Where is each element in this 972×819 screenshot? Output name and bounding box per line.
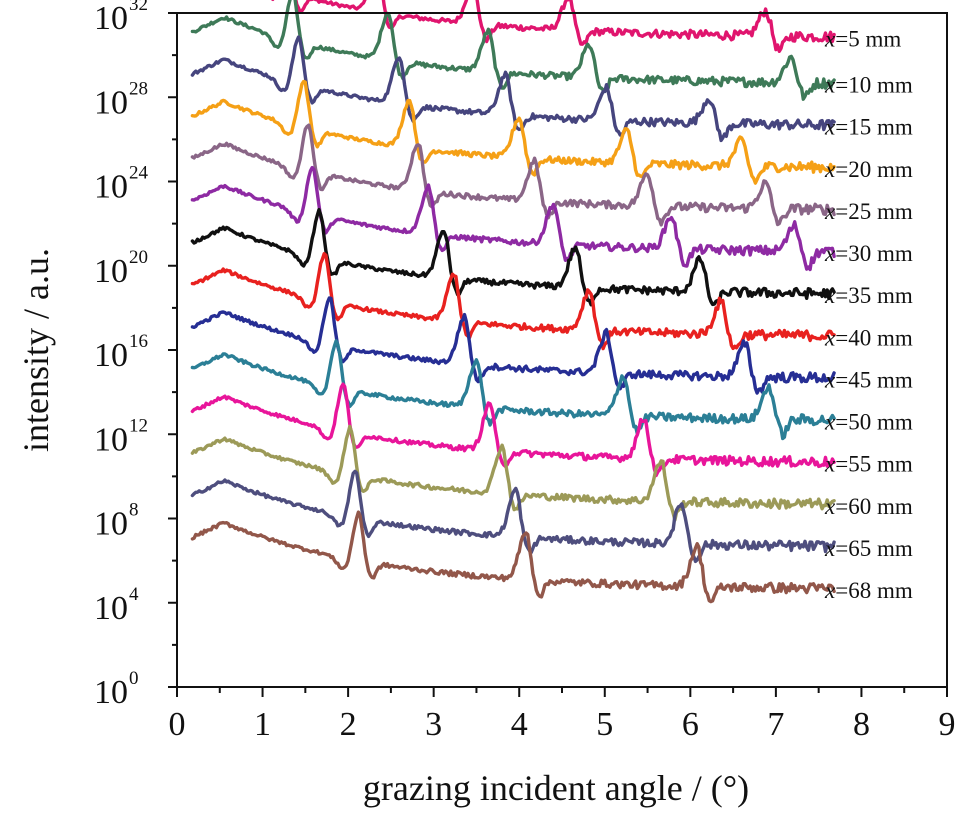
series-line — [190, 469, 836, 564]
curves — [190, 0, 836, 604]
series-line — [190, 339, 836, 441]
series-line — [190, 424, 836, 522]
y-tick-exponent: 8 — [129, 500, 139, 521]
y-tick-label: 10 — [94, 0, 128, 37]
series-label-value: =45 mm — [835, 367, 913, 392]
series-label-variable: x — [824, 494, 836, 519]
y-tick-exponent: 12 — [129, 415, 148, 436]
series-label-value: =50 mm — [835, 410, 913, 435]
series-label: x=40 mm — [824, 325, 913, 350]
series-line — [190, 79, 836, 185]
y-tick-label: 10 — [94, 84, 128, 121]
series-label-value: =68 mm — [835, 578, 913, 603]
series-line — [190, 252, 836, 351]
y-tick-exponent: 32 — [129, 0, 148, 15]
series-label-value: =5 mm — [835, 26, 901, 51]
series-label-variable: x — [824, 26, 836, 51]
series-line — [190, 296, 836, 395]
y-tick-exponent: 28 — [129, 78, 148, 99]
series-label: x=45 mm — [824, 367, 913, 392]
series-label-value: =10 mm — [835, 73, 913, 98]
series-label-variable: x — [824, 325, 836, 350]
series-label: x=10 mm — [824, 73, 913, 98]
series-label-value: =15 mm — [835, 115, 913, 140]
series-line — [190, 207, 836, 307]
series-label: x=65 mm — [824, 536, 913, 561]
y-tick-label: 10 — [94, 421, 128, 458]
series-label: x=5 mm — [824, 26, 901, 51]
y-tick-exponent: 24 — [129, 163, 149, 184]
series-label: x=30 mm — [824, 241, 913, 266]
x-tick-label: 5 — [596, 706, 613, 743]
series-label: x=20 mm — [824, 157, 913, 182]
x-tick-label: 7 — [767, 706, 784, 743]
y-tick-exponent: 20 — [129, 247, 148, 268]
series-label-variable: x — [824, 73, 836, 98]
y-tick-exponent: 16 — [129, 331, 148, 352]
x-tick-label: 3 — [425, 706, 442, 743]
y-tick-label: 10 — [94, 506, 128, 543]
y-axis-title: intensity / a.u. — [16, 248, 56, 452]
series-label-value: =35 mm — [835, 283, 913, 308]
series-label-value: =20 mm — [835, 157, 913, 182]
y-tick-label: 10 — [94, 337, 128, 374]
x-tick-label: 4 — [511, 706, 528, 743]
series-label-variable: x — [824, 157, 836, 182]
series-line — [270, 0, 836, 53]
y-tick-exponent: 0 — [129, 668, 139, 689]
series-label-variable: x — [824, 199, 836, 224]
x-tick-label: 8 — [853, 706, 870, 743]
series-line — [190, 0, 836, 101]
x-tick-label: 2 — [340, 706, 357, 743]
series-label: x=15 mm — [824, 115, 913, 140]
series-line — [190, 123, 836, 227]
x-tick-label: 0 — [169, 706, 186, 743]
x-axis: 0 1 2 3 4 5 6 7 8 9 — [169, 687, 956, 743]
y-tick-label: 10 — [94, 674, 128, 711]
series-label-variable: x — [824, 452, 836, 477]
series-line — [190, 35, 836, 143]
x-axis-title: grazing incident angle / (°) — [363, 768, 749, 808]
series-label-value: =25 mm — [835, 199, 913, 224]
series-labels: x=5 mmx=10 mmx=15 mmx=20 mmx=25 mmx=30 m… — [824, 26, 913, 603]
x-tick-label: 6 — [682, 706, 699, 743]
series-line — [190, 510, 836, 604]
series-label: x=25 mm — [824, 199, 913, 224]
series-label-value: =55 mm — [835, 452, 913, 477]
series-label-value: =30 mm — [835, 241, 913, 266]
series-line — [190, 165, 836, 272]
series-label: x=35 mm — [824, 283, 913, 308]
x-tick-label: 9 — [939, 706, 956, 743]
series-label: x=55 mm — [824, 452, 913, 477]
series-label-variable: x — [824, 536, 836, 561]
series-label-variable: x — [824, 367, 836, 392]
series-label-value: =60 mm — [835, 494, 913, 519]
series-line — [190, 382, 836, 478]
series-label: x=50 mm — [824, 410, 913, 435]
series-label-variable: x — [824, 283, 836, 308]
x-tick-label: 1 — [254, 706, 271, 743]
series-label-value: =65 mm — [835, 536, 913, 561]
series-label: x=68 mm — [824, 578, 913, 603]
series-label-variable: x — [824, 410, 836, 435]
series-label-value: =40 mm — [835, 325, 913, 350]
series-label-variable: x — [824, 578, 836, 603]
series-label-variable: x — [824, 115, 836, 140]
y-tick-label: 10 — [94, 590, 128, 627]
series-label: x=60 mm — [824, 494, 913, 519]
series-label-variable: x — [824, 241, 836, 266]
y-tick-exponent: 4 — [129, 584, 139, 605]
y-tick-label: 10 — [94, 169, 128, 206]
y-tick-label: 10 — [94, 253, 128, 290]
